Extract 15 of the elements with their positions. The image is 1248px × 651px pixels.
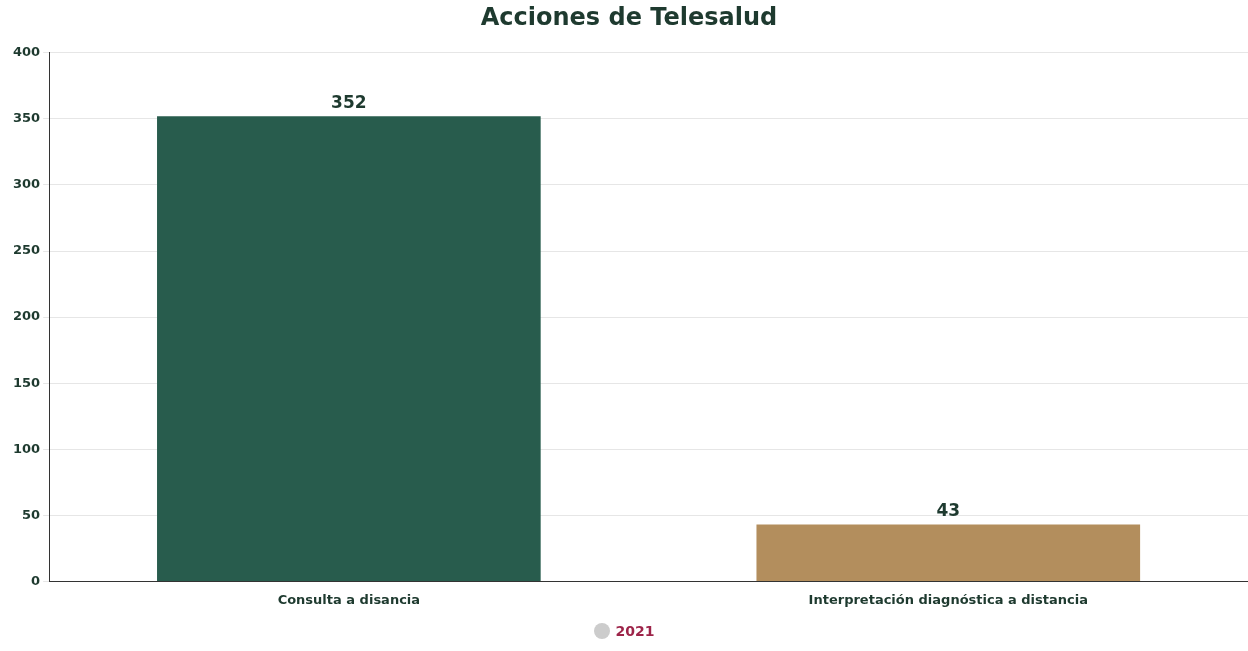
y-tick-label: 200 <box>13 308 41 324</box>
text: 2021 <box>615 623 655 639</box>
y-tick-label: 400 <box>13 44 41 60</box>
y-tick-label: 0 <box>31 572 41 588</box>
y-tick-label: 50 <box>22 506 41 522</box>
data-label: 352 <box>331 92 367 113</box>
y-tick-label: 250 <box>13 242 41 258</box>
x-tick-label: Interpretación diagnóstica a distancia <box>808 591 1088 607</box>
y-tick-label: 100 <box>13 440 41 456</box>
y-tick-label: 150 <box>13 374 41 390</box>
x-tick-label: Consulta a disancia <box>277 591 421 607</box>
chart-title: Acciones de Telesalud <box>480 2 778 31</box>
data-label: 43 <box>936 500 961 521</box>
y-tick-label: 350 <box>13 110 41 126</box>
y-tick-label: 300 <box>13 176 41 192</box>
